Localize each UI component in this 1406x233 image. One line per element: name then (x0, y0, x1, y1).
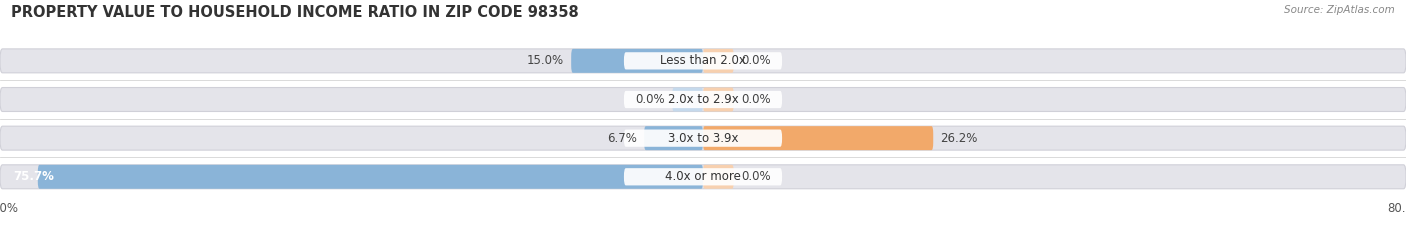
Text: 75.7%: 75.7% (13, 170, 53, 183)
Text: 0.0%: 0.0% (741, 170, 770, 183)
FancyBboxPatch shape (0, 88, 1406, 111)
FancyBboxPatch shape (0, 49, 1406, 73)
FancyBboxPatch shape (0, 126, 1406, 150)
Text: 0.0%: 0.0% (741, 54, 770, 67)
Text: 4.0x or more: 4.0x or more (665, 170, 741, 183)
Text: Source: ZipAtlas.com: Source: ZipAtlas.com (1284, 5, 1395, 15)
Text: 6.7%: 6.7% (607, 132, 637, 145)
FancyBboxPatch shape (624, 91, 782, 108)
FancyBboxPatch shape (624, 168, 782, 185)
FancyBboxPatch shape (644, 126, 703, 150)
FancyBboxPatch shape (672, 88, 703, 111)
FancyBboxPatch shape (703, 88, 734, 111)
Text: 2.0x to 2.9x: 2.0x to 2.9x (668, 93, 738, 106)
FancyBboxPatch shape (624, 130, 782, 147)
Text: 15.0%: 15.0% (527, 54, 564, 67)
Text: 0.0%: 0.0% (741, 93, 770, 106)
Text: 3.0x to 3.9x: 3.0x to 3.9x (668, 132, 738, 145)
FancyBboxPatch shape (0, 165, 1406, 189)
FancyBboxPatch shape (38, 165, 703, 189)
Text: Less than 2.0x: Less than 2.0x (659, 54, 747, 67)
FancyBboxPatch shape (571, 49, 703, 73)
FancyBboxPatch shape (703, 49, 734, 73)
FancyBboxPatch shape (624, 52, 782, 69)
FancyBboxPatch shape (703, 165, 734, 189)
FancyBboxPatch shape (703, 126, 934, 150)
Text: 0.0%: 0.0% (636, 93, 665, 106)
Text: 26.2%: 26.2% (941, 132, 977, 145)
Text: PROPERTY VALUE TO HOUSEHOLD INCOME RATIO IN ZIP CODE 98358: PROPERTY VALUE TO HOUSEHOLD INCOME RATIO… (11, 5, 579, 20)
